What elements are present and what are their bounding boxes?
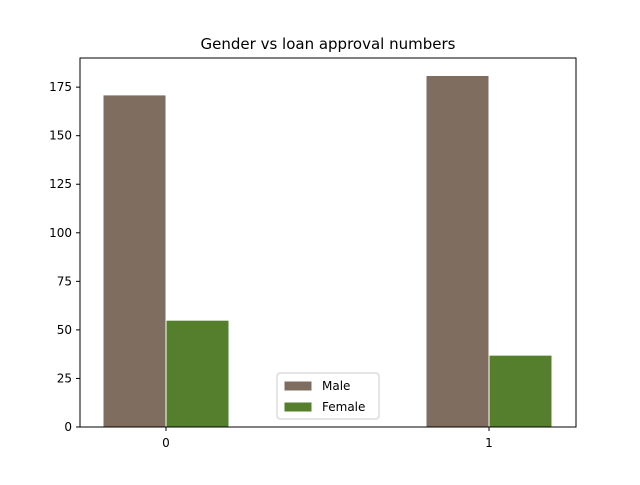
legend-label-female: Female	[322, 400, 365, 414]
y-tick-label-25: 25	[57, 371, 72, 385]
y-tick-label-125: 125	[49, 177, 72, 191]
y-axis: 0 25 50 75 100 125 150 175	[49, 80, 80, 434]
y-tick-label-150: 150	[49, 129, 72, 143]
bar-male-0	[102, 94, 167, 428]
y-tick-label-75: 75	[57, 274, 72, 288]
bar-female-0	[165, 319, 230, 428]
x-tick-label-0: 0	[162, 436, 170, 450]
x-tick-label-1: 1	[485, 436, 493, 450]
y-tick-label-175: 175	[49, 80, 72, 94]
plot-frame	[79, 57, 577, 428]
legend: Male Female	[276, 372, 380, 420]
bar-female-1	[488, 354, 553, 428]
legend-swatch-male	[283, 380, 313, 392]
legend-swatch-female	[283, 401, 313, 413]
y-tick-label-100: 100	[49, 226, 72, 240]
y-tick-label-0: 0	[64, 420, 72, 434]
y-tick-label-50: 50	[57, 323, 72, 337]
legend-label-male: Male	[322, 379, 350, 393]
bar-male-1	[425, 74, 490, 428]
bars-layer	[102, 74, 553, 428]
chart-title: Gender vs loan approval numbers	[201, 35, 456, 53]
